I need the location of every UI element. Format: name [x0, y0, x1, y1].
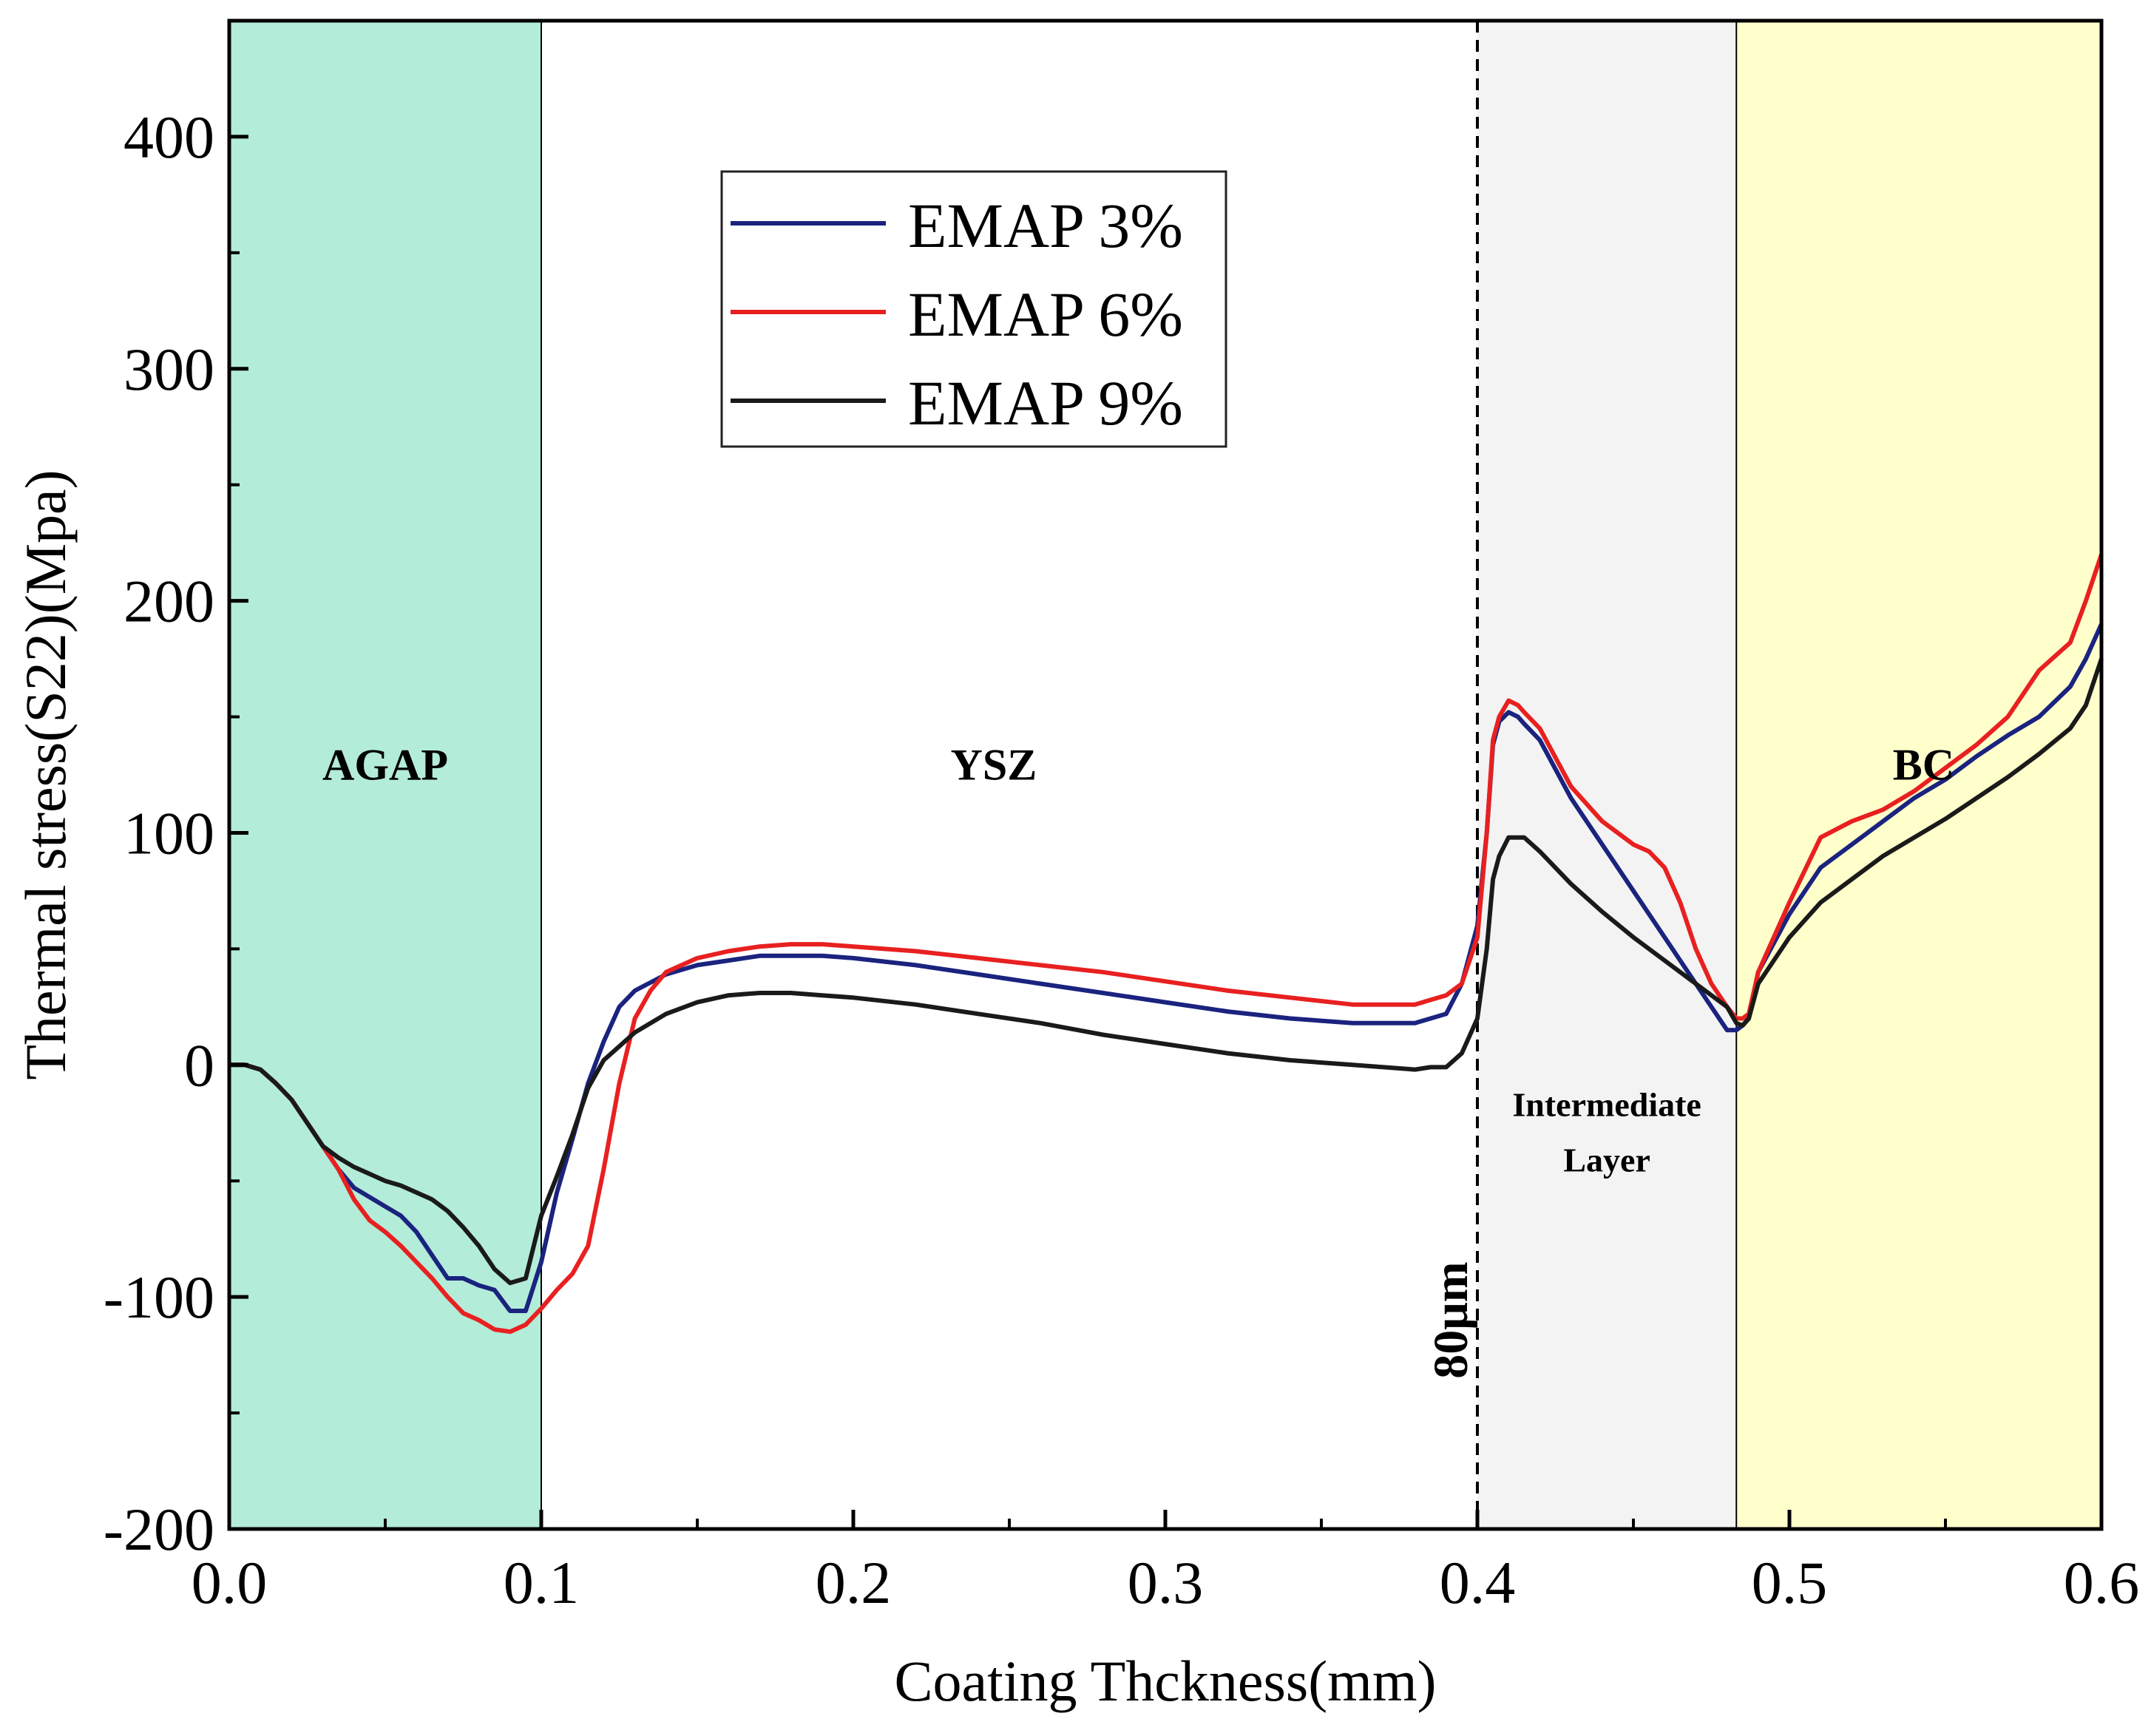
x-axis-label: Coating Thckness(mm) — [895, 1649, 1437, 1713]
x-tick-label: 0.5 — [1752, 1549, 1828, 1616]
region-ysz-label: YSZ — [951, 740, 1037, 789]
y-tick-label: 200 — [123, 568, 214, 635]
y-tick-label: 400 — [123, 104, 214, 171]
region-agap-label: AGAP — [322, 740, 448, 789]
y-tick-label: -200 — [104, 1496, 214, 1563]
y-tick-label: 0 — [184, 1031, 214, 1099]
x-tick-label: 0.6 — [2064, 1549, 2140, 1616]
y-tick-label: 300 — [123, 336, 214, 403]
series-line-3 — [229, 658, 2104, 1286]
region-intermediate — [1477, 21, 1737, 1529]
region-agap — [229, 21, 541, 1529]
series-group — [229, 553, 2104, 1335]
legend-label: EMAP 3% — [908, 190, 1183, 261]
x-tick-label: 0.1 — [504, 1549, 580, 1616]
legend-label: EMAP 9% — [908, 367, 1183, 438]
region-labels: AGAP YSZ Intermediate Layer BC — [322, 740, 1954, 1179]
region-intermediate-label-line2: Layer — [1563, 1142, 1650, 1179]
y-axis-label: Thermal stress(S22)(Mpa) — [13, 469, 78, 1079]
region-bc-label: BC — [1893, 740, 1954, 789]
legend: EMAP 3% EMAP 6% EMAP 9% — [720, 170, 1227, 448]
region-boundaries — [541, 21, 1738, 1529]
y-axis: -200 -100 0 100 200 300 400 — [104, 19, 248, 1563]
annotations: 80μm — [1424, 1261, 1478, 1378]
x-tick-label: 0.2 — [816, 1549, 892, 1616]
region-bc — [1736, 21, 2101, 1529]
marker-80um: 80μm — [1424, 1261, 1478, 1378]
x-tick-label: 0.4 — [1440, 1549, 1516, 1616]
legend-label: EMAP 6% — [908, 279, 1183, 350]
y-tick-label: -100 — [104, 1264, 214, 1331]
region-intermediate-label: Intermediate — [1512, 1085, 1701, 1123]
x-tick-label: 0.3 — [1128, 1549, 1204, 1616]
x-axis: 0.0 0.1 0.2 0.3 0.4 0.5 0.6 — [192, 1510, 2140, 1616]
y-tick-label: 100 — [123, 799, 214, 867]
x-tick-label: 0.0 — [192, 1549, 268, 1616]
